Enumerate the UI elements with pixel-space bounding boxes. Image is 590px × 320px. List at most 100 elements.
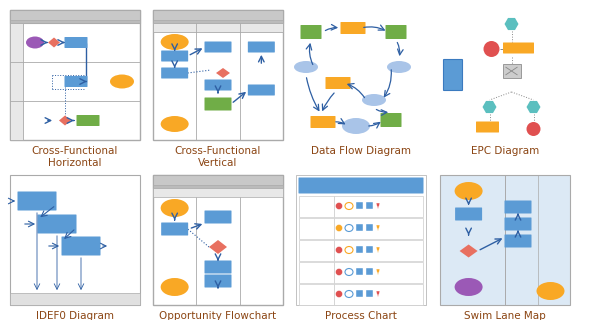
Polygon shape — [366, 268, 373, 275]
Polygon shape — [10, 20, 140, 23]
FancyBboxPatch shape — [300, 25, 322, 39]
FancyBboxPatch shape — [38, 214, 77, 234]
Polygon shape — [376, 291, 380, 297]
Ellipse shape — [160, 34, 189, 50]
Polygon shape — [334, 196, 423, 217]
Polygon shape — [366, 224, 373, 231]
Polygon shape — [153, 175, 283, 188]
Ellipse shape — [455, 182, 483, 200]
FancyBboxPatch shape — [205, 42, 231, 52]
Polygon shape — [299, 262, 334, 283]
Circle shape — [336, 268, 343, 276]
Polygon shape — [48, 37, 60, 47]
FancyBboxPatch shape — [340, 22, 365, 34]
Polygon shape — [153, 10, 283, 23]
FancyBboxPatch shape — [18, 191, 57, 211]
Circle shape — [336, 203, 343, 210]
Polygon shape — [356, 246, 363, 253]
Polygon shape — [376, 203, 380, 209]
FancyBboxPatch shape — [77, 115, 100, 126]
Ellipse shape — [342, 118, 370, 134]
Polygon shape — [366, 246, 373, 253]
Polygon shape — [153, 23, 283, 32]
Polygon shape — [10, 10, 140, 140]
FancyBboxPatch shape — [205, 79, 231, 91]
Polygon shape — [10, 23, 23, 140]
FancyBboxPatch shape — [504, 218, 532, 230]
FancyBboxPatch shape — [455, 207, 482, 220]
FancyBboxPatch shape — [64, 76, 87, 87]
FancyBboxPatch shape — [504, 201, 532, 213]
Text: EPC Diagram: EPC Diagram — [471, 146, 539, 156]
FancyBboxPatch shape — [326, 77, 350, 89]
FancyBboxPatch shape — [161, 222, 188, 236]
Ellipse shape — [26, 36, 44, 49]
Polygon shape — [10, 175, 140, 305]
Text: Cross-Functional
Vertical: Cross-Functional Vertical — [175, 146, 261, 168]
Ellipse shape — [362, 94, 386, 106]
FancyBboxPatch shape — [381, 113, 402, 127]
Polygon shape — [299, 196, 334, 217]
FancyBboxPatch shape — [205, 211, 231, 223]
Ellipse shape — [455, 278, 483, 296]
Polygon shape — [440, 10, 570, 140]
Polygon shape — [209, 240, 227, 254]
Text: Swim Lane Map: Swim Lane Map — [464, 311, 546, 320]
Ellipse shape — [160, 116, 189, 132]
FancyBboxPatch shape — [205, 260, 231, 274]
Polygon shape — [296, 175, 426, 305]
Text: Opportunity Flowchart: Opportunity Flowchart — [159, 311, 277, 320]
Polygon shape — [376, 247, 380, 253]
FancyBboxPatch shape — [299, 178, 424, 194]
Polygon shape — [460, 244, 477, 258]
Circle shape — [336, 225, 343, 231]
Polygon shape — [366, 202, 373, 209]
Circle shape — [526, 122, 540, 136]
Ellipse shape — [160, 199, 189, 217]
FancyBboxPatch shape — [205, 275, 231, 287]
FancyBboxPatch shape — [385, 25, 407, 39]
Text: IDEF0 Diagram: IDEF0 Diagram — [36, 311, 114, 320]
Circle shape — [336, 291, 343, 298]
FancyBboxPatch shape — [61, 236, 100, 255]
Ellipse shape — [160, 278, 189, 296]
Text: Process Chart: Process Chart — [325, 311, 397, 320]
Text: Cross-Functional
Horizontal: Cross-Functional Horizontal — [32, 146, 118, 168]
Polygon shape — [299, 284, 334, 305]
Polygon shape — [10, 293, 140, 305]
Polygon shape — [216, 68, 230, 78]
Ellipse shape — [387, 61, 411, 73]
Polygon shape — [153, 175, 283, 305]
Polygon shape — [153, 188, 283, 197]
Polygon shape — [334, 284, 423, 305]
Circle shape — [483, 41, 500, 57]
Polygon shape — [10, 10, 140, 23]
Polygon shape — [440, 175, 570, 305]
Polygon shape — [299, 240, 334, 261]
FancyBboxPatch shape — [248, 42, 275, 52]
Polygon shape — [376, 269, 380, 275]
Ellipse shape — [110, 75, 134, 89]
Ellipse shape — [294, 61, 318, 73]
FancyBboxPatch shape — [310, 116, 336, 128]
Text: Data Flow Diagram: Data Flow Diagram — [311, 146, 411, 156]
FancyBboxPatch shape — [248, 84, 275, 95]
Polygon shape — [334, 218, 423, 239]
Ellipse shape — [536, 282, 565, 300]
FancyBboxPatch shape — [504, 235, 532, 247]
Polygon shape — [503, 64, 520, 78]
Circle shape — [336, 246, 343, 253]
Polygon shape — [153, 20, 283, 23]
Polygon shape — [366, 290, 373, 297]
FancyBboxPatch shape — [161, 68, 188, 78]
FancyBboxPatch shape — [476, 122, 499, 132]
Polygon shape — [299, 218, 334, 239]
Polygon shape — [59, 116, 71, 125]
Polygon shape — [356, 202, 363, 209]
Polygon shape — [376, 225, 380, 231]
Polygon shape — [334, 240, 423, 261]
Polygon shape — [356, 290, 363, 297]
Polygon shape — [334, 262, 423, 283]
FancyBboxPatch shape — [444, 60, 463, 91]
Polygon shape — [153, 10, 283, 140]
